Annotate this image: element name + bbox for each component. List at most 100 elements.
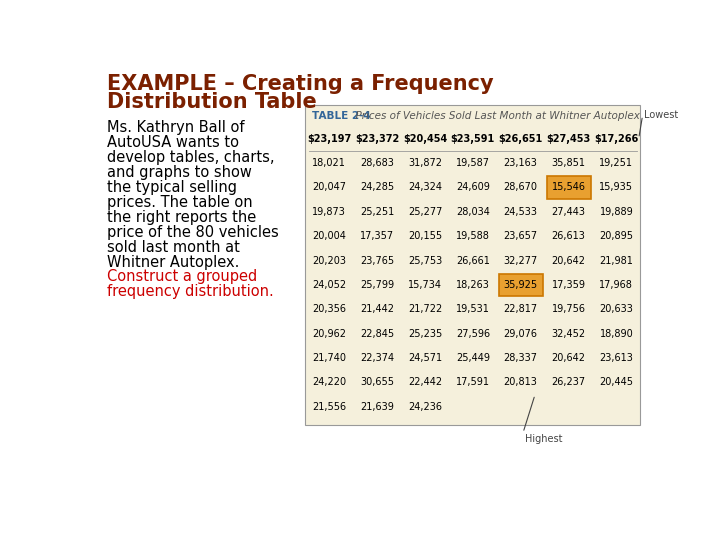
Text: $26,651: $26,651 <box>498 133 543 144</box>
Text: 19,531: 19,531 <box>456 304 490 314</box>
Text: Ms. Kathryn Ball of: Ms. Kathryn Ball of <box>107 120 245 135</box>
Text: 21,442: 21,442 <box>360 304 394 314</box>
Text: 24,236: 24,236 <box>408 402 442 412</box>
Text: 19,873: 19,873 <box>312 207 346 217</box>
Text: 27,596: 27,596 <box>456 329 490 339</box>
Text: 18,890: 18,890 <box>600 329 633 339</box>
Text: 22,374: 22,374 <box>360 353 395 363</box>
Text: 26,237: 26,237 <box>552 377 585 387</box>
Text: the typical selling: the typical selling <box>107 180 237 195</box>
Text: 20,642: 20,642 <box>552 255 585 266</box>
Text: 24,609: 24,609 <box>456 183 490 192</box>
Text: 23,657: 23,657 <box>503 231 538 241</box>
Text: 21,981: 21,981 <box>599 255 634 266</box>
Text: 20,962: 20,962 <box>312 329 346 339</box>
Text: $23,591: $23,591 <box>451 133 495 144</box>
Text: 23,613: 23,613 <box>599 353 634 363</box>
Text: 30,655: 30,655 <box>360 377 394 387</box>
Bar <box>546 176 590 199</box>
Text: 25,449: 25,449 <box>456 353 490 363</box>
Text: $17,266: $17,266 <box>594 133 639 144</box>
Text: 20,004: 20,004 <box>312 231 346 241</box>
Text: EXAMPLE – Creating a Frequency: EXAMPLE – Creating a Frequency <box>107 74 494 94</box>
Text: 20,633: 20,633 <box>599 304 634 314</box>
Text: the right reports the: the right reports the <box>107 211 256 225</box>
Text: 28,034: 28,034 <box>456 207 490 217</box>
Text: 32,452: 32,452 <box>552 329 585 339</box>
Text: 18,263: 18,263 <box>456 280 490 290</box>
Text: 24,285: 24,285 <box>360 183 395 192</box>
Text: 20,356: 20,356 <box>312 304 346 314</box>
Text: 17,591: 17,591 <box>456 377 490 387</box>
Text: 18,021: 18,021 <box>312 158 346 168</box>
Text: 17,357: 17,357 <box>360 231 395 241</box>
Text: 19,756: 19,756 <box>552 304 585 314</box>
Text: price of the 80 vehicles: price of the 80 vehicles <box>107 225 279 240</box>
Text: 24,571: 24,571 <box>408 353 442 363</box>
Text: $27,453: $27,453 <box>546 133 590 144</box>
Text: 23,163: 23,163 <box>504 158 538 168</box>
Text: 19,889: 19,889 <box>600 207 633 217</box>
Text: Whitner Autoplex.: Whitner Autoplex. <box>107 255 240 271</box>
Text: prices. The table on: prices. The table on <box>107 195 253 210</box>
Text: sold last month at: sold last month at <box>107 240 240 255</box>
Text: AutoUSA wants to: AutoUSA wants to <box>107 135 239 150</box>
Text: 20,155: 20,155 <box>408 231 442 241</box>
Text: 15,734: 15,734 <box>408 280 442 290</box>
Text: 15,546: 15,546 <box>552 183 585 192</box>
Text: $20,454: $20,454 <box>403 133 447 144</box>
Text: 21,740: 21,740 <box>312 353 346 363</box>
Text: 25,235: 25,235 <box>408 329 442 339</box>
Text: 25,753: 25,753 <box>408 255 442 266</box>
Text: TABLE 2-4: TABLE 2-4 <box>312 111 370 121</box>
Text: 17,968: 17,968 <box>599 280 634 290</box>
Text: 22,442: 22,442 <box>408 377 442 387</box>
Text: develop tables, charts,: develop tables, charts, <box>107 150 274 165</box>
Text: $23,372: $23,372 <box>355 133 400 144</box>
Text: 21,722: 21,722 <box>408 304 442 314</box>
Text: 25,277: 25,277 <box>408 207 442 217</box>
Text: 31,872: 31,872 <box>408 158 442 168</box>
Text: 32,277: 32,277 <box>503 255 538 266</box>
Text: 20,445: 20,445 <box>599 377 634 387</box>
Text: frequency distribution.: frequency distribution. <box>107 284 274 299</box>
Text: 28,683: 28,683 <box>360 158 394 168</box>
Text: 24,324: 24,324 <box>408 183 442 192</box>
Bar <box>499 274 543 296</box>
Text: 21,556: 21,556 <box>312 402 346 412</box>
Text: 22,817: 22,817 <box>503 304 538 314</box>
Text: 26,661: 26,661 <box>456 255 490 266</box>
Text: 22,845: 22,845 <box>360 329 395 339</box>
Text: 23,765: 23,765 <box>360 255 395 266</box>
Text: 20,895: 20,895 <box>599 231 634 241</box>
Text: 21,639: 21,639 <box>360 402 394 412</box>
Text: 35,851: 35,851 <box>552 158 585 168</box>
Text: and graphs to show: and graphs to show <box>107 165 252 180</box>
Text: Lowest: Lowest <box>644 111 678 120</box>
Text: 25,799: 25,799 <box>360 280 395 290</box>
Text: 28,337: 28,337 <box>504 353 538 363</box>
Text: 25,251: 25,251 <box>360 207 395 217</box>
Text: 29,076: 29,076 <box>504 329 538 339</box>
Text: 17,359: 17,359 <box>552 280 585 290</box>
Text: Prices of Vehicles Sold Last Month at Whitner Autoplex: Prices of Vehicles Sold Last Month at Wh… <box>349 111 640 121</box>
Text: 20,047: 20,047 <box>312 183 346 192</box>
Text: 19,588: 19,588 <box>456 231 490 241</box>
Text: 20,642: 20,642 <box>552 353 585 363</box>
Text: 24,533: 24,533 <box>504 207 538 217</box>
Text: Construct a grouped: Construct a grouped <box>107 269 257 284</box>
Text: 28,670: 28,670 <box>504 183 538 192</box>
Text: 20,813: 20,813 <box>504 377 538 387</box>
Text: 27,443: 27,443 <box>552 207 585 217</box>
Text: 15,935: 15,935 <box>599 183 634 192</box>
Text: 20,203: 20,203 <box>312 255 346 266</box>
Text: 24,220: 24,220 <box>312 377 346 387</box>
Text: 24,052: 24,052 <box>312 280 346 290</box>
Text: 35,925: 35,925 <box>503 280 538 290</box>
Text: $23,197: $23,197 <box>307 133 351 144</box>
Bar <box>305 105 640 425</box>
Text: Distribution Table: Distribution Table <box>107 92 317 112</box>
Text: 26,613: 26,613 <box>552 231 585 241</box>
Text: 19,251: 19,251 <box>599 158 634 168</box>
Text: 19,587: 19,587 <box>456 158 490 168</box>
